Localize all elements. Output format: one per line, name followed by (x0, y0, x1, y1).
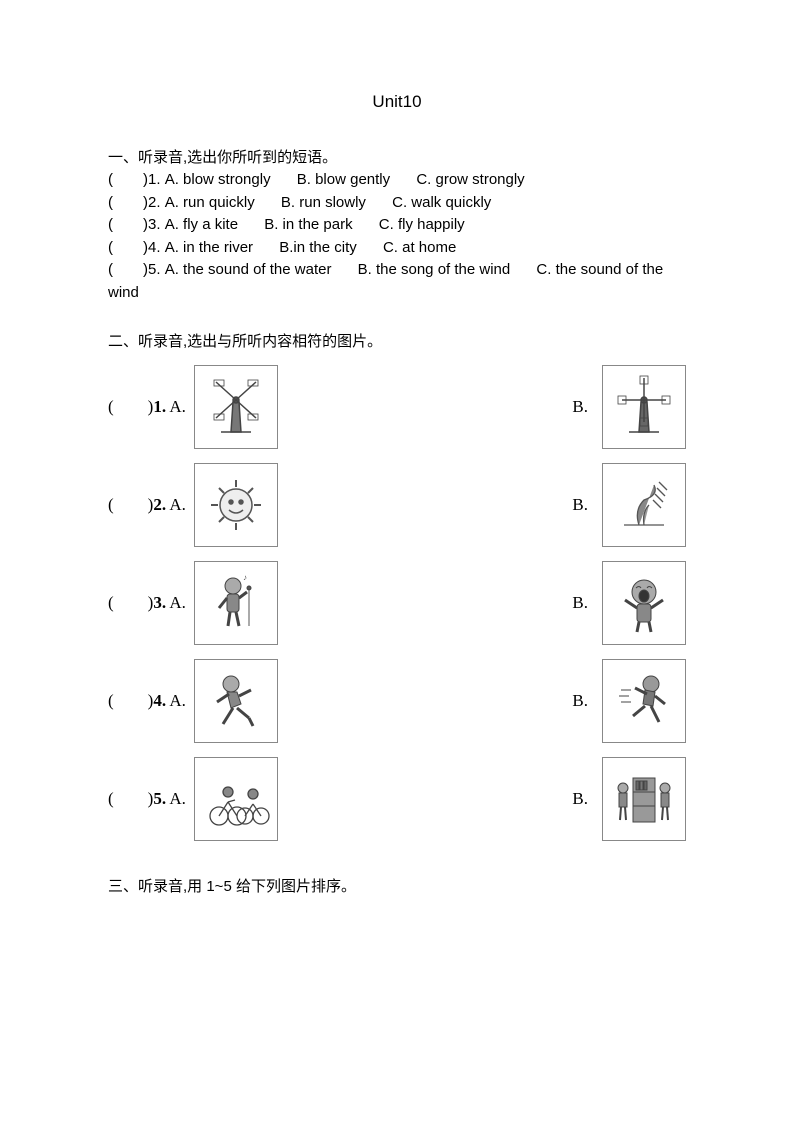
boy-sing-icon: ♪ (194, 561, 278, 645)
answer-blank[interactable]: ( ) (108, 397, 153, 417)
answer-blank[interactable]: ( ) (108, 237, 148, 260)
boy-run-icon (194, 659, 278, 743)
answer-blank[interactable]: ( ) (108, 691, 153, 711)
q1: ( )1. A. blow strongly B. blow gently C.… (108, 169, 686, 192)
sun-icon (194, 463, 278, 547)
pic-row-3: ( ) 3. A. ♪ B. (108, 561, 686, 645)
option-b-label: B. (572, 593, 588, 613)
boy-sprint-icon (602, 659, 686, 743)
option-b-label: B. (572, 495, 588, 515)
answer-blank[interactable]: ( ) (108, 214, 148, 237)
option-b-label: B. (572, 789, 588, 809)
pic-row-4: ( ) 4. A. B. (108, 659, 686, 743)
section2-heading: 二、听录音,选出与所听内容相符的图片。 (108, 330, 686, 351)
answer-blank[interactable]: ( ) (108, 495, 153, 515)
option-b-label: B. (572, 397, 588, 417)
answer-blank[interactable]: ( ) (108, 789, 153, 809)
windmill-a-icon (194, 365, 278, 449)
section3-heading: 三、听录音,用 1~5 给下列图片排序。 (108, 875, 686, 896)
section1-heading: 一、听录音,选出你所听到的短语。 (108, 146, 686, 167)
q5: ( )5. A. the sound of the water B. the s… (108, 259, 686, 304)
pic-row-2: ( ) 2. A. B. (108, 463, 686, 547)
svg-text:♪: ♪ (243, 573, 247, 582)
section1-questions: ( )1. A. blow strongly B. blow gently C.… (108, 169, 686, 304)
kids-library-icon (602, 757, 686, 841)
section2: 二、听录音,选出与所听内容相符的图片。 ( ) 1. A. B. ( ) 2 (108, 330, 686, 841)
q3: ( )3. A. fly a kite B. in the park C. fl… (108, 214, 686, 237)
boy-cry-icon (602, 561, 686, 645)
windmill-b-icon (602, 365, 686, 449)
answer-blank[interactable]: ( ) (108, 192, 148, 215)
q4: ( )4. A. in the river B.in the city C. a… (108, 237, 686, 260)
pic-row-5: ( ) 5. A. B. (108, 757, 686, 841)
page-title: Unit10 (108, 92, 686, 112)
storm-icon (602, 463, 686, 547)
q2: ( )2. A. run quickly B. run slowly C. wa… (108, 192, 686, 215)
page: Unit10 一、听录音,选出你所听到的短语。 ( )1. A. blow st… (0, 0, 794, 1123)
pic-row-1: ( ) 1. A. B. (108, 365, 686, 449)
answer-blank[interactable]: ( ) (108, 259, 148, 282)
answer-blank[interactable]: ( ) (108, 593, 153, 613)
kids-bike-icon (194, 757, 278, 841)
answer-blank[interactable]: ( ) (108, 169, 148, 192)
option-b-label: B. (572, 691, 588, 711)
